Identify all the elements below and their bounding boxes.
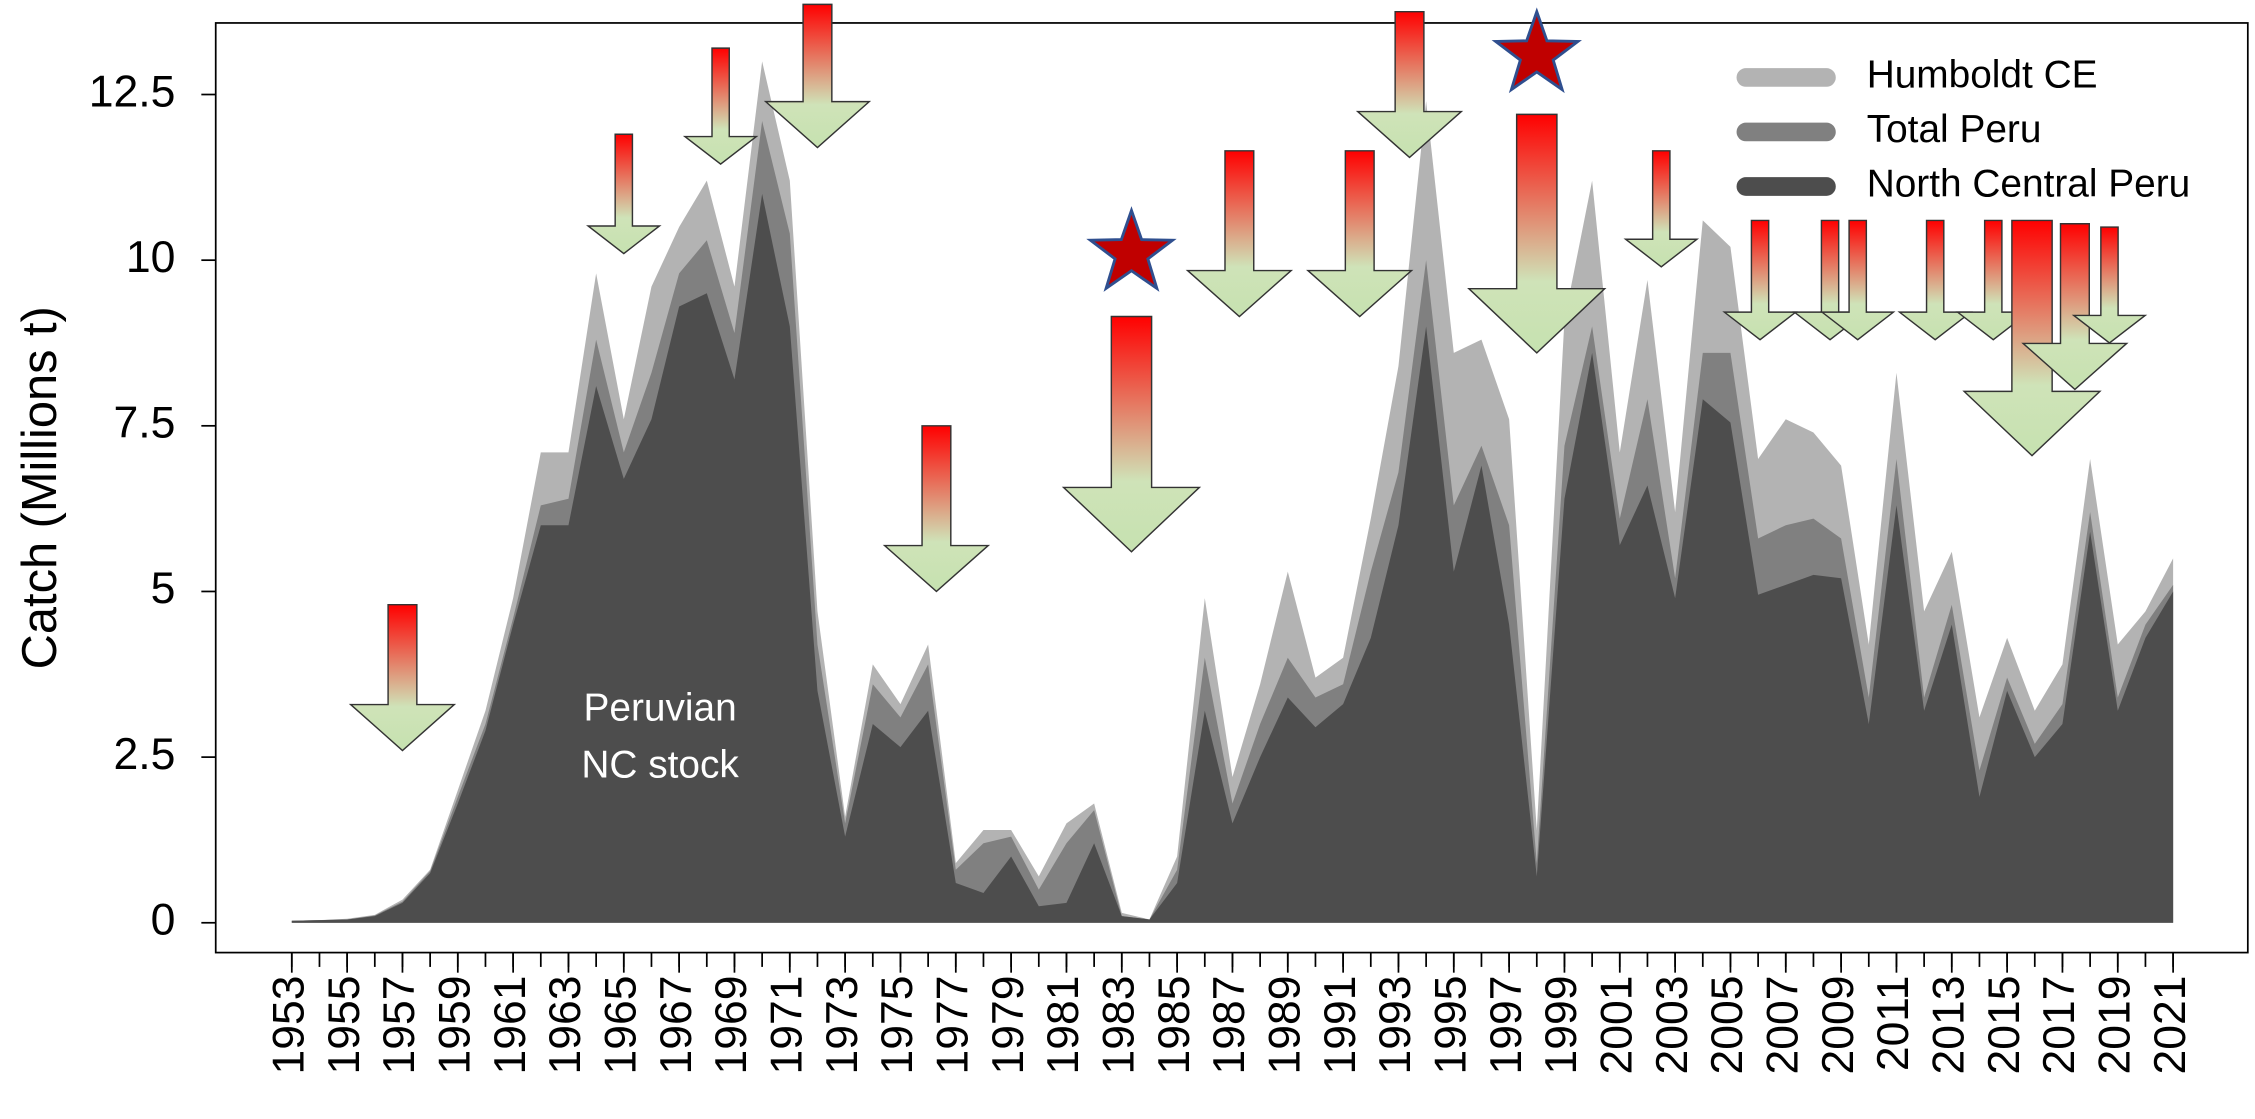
x-tick-label: 1955 (320, 976, 369, 1075)
x-tick-label: 1985 (1150, 976, 1199, 1075)
x-tick-label: 2003 (1648, 976, 1697, 1075)
x-tick-label: 1989 (1261, 976, 1310, 1075)
y-tick-label: 0 (151, 896, 176, 945)
x-tick-label: 1967 (652, 976, 701, 1075)
x-tick-label: 1987 (1205, 976, 1254, 1075)
x-tick-label: 2019 (2091, 976, 2140, 1075)
x-tick-label: 1977 (929, 976, 978, 1075)
y-tick-label: 7.5 (113, 399, 175, 448)
x-tick-label: 1963 (541, 976, 590, 1075)
el-nino-arrow (1819, 219, 1896, 341)
el-nino-arrow (882, 425, 991, 593)
x-tick-label: 1981 (1039, 976, 1088, 1075)
el-nino-arrow (1306, 150, 1414, 318)
el-nino-arrow (1623, 150, 1700, 268)
el-nino-arrow (2021, 223, 2129, 391)
el-nino-arrow (1355, 10, 1464, 159)
x-tick-label: 1973 (818, 976, 867, 1075)
x-tick-label: 1959 (431, 976, 480, 1075)
y-tick-label: 5 (151, 564, 176, 613)
x-tick-label: 1979 (984, 976, 1033, 1075)
el-nino-arrow (1955, 219, 2032, 341)
x-tick-label: 2005 (1703, 976, 1752, 1075)
el-nino-arrow (586, 133, 662, 255)
el-nino-arrow (1185, 150, 1294, 318)
x-tick-label: 1995 (1427, 976, 1476, 1075)
x-tick-label: 2001 (1593, 976, 1642, 1075)
el-nino-arrow (1467, 113, 1607, 354)
el-nino-arrow (763, 3, 872, 149)
el-nino-arrow (1962, 219, 2102, 457)
x-tick-label: 1991 (1316, 976, 1365, 1075)
legend-label: Humboldt CE (1867, 54, 2098, 97)
x-tick-label: 2009 (1814, 976, 1863, 1075)
x-tick-label: 2013 (1925, 976, 1974, 1075)
annotation: NC stock (581, 744, 739, 787)
el-nino-arrow (348, 604, 457, 752)
annotation: Peruvian (584, 686, 737, 729)
x-tick-label: 2021 (2146, 976, 2195, 1075)
legend-label: Total Peru (1867, 108, 2042, 151)
x-tick-label: 1957 (375, 976, 424, 1075)
x-tick-label: 1975 (873, 976, 922, 1075)
x-tick-label: 1971 (763, 976, 812, 1075)
legend-label: North Central Peru (1867, 163, 2191, 206)
x-tick-label: 1961 (486, 976, 535, 1075)
y-axis-title: Catch (Millions t) (13, 306, 67, 669)
el-nino-arrow (1897, 219, 1973, 341)
x-tick-label: 1953 (265, 976, 314, 1075)
x-tick-label: 1997 (1482, 976, 1531, 1075)
x-tick-label: 2011 (1869, 976, 1918, 1072)
el-nino-arrow (2071, 226, 2148, 344)
star (1491, 7, 1582, 94)
x-tick-label: 2015 (1980, 976, 2029, 1075)
x-tick-label: 1965 (597, 976, 646, 1075)
x-tick-label: 2007 (1759, 976, 1808, 1075)
area (291, 193, 2174, 923)
x-tick-label: 2017 (2035, 976, 2084, 1075)
x-tick-label: 1993 (1371, 976, 1420, 1075)
x-tick-label: 1999 (1537, 976, 1586, 1075)
x-tick-label: 1983 (1095, 976, 1144, 1075)
el-nino-arrow (682, 47, 759, 165)
star (1086, 206, 1177, 292)
y-tick-label: 10 (126, 233, 176, 282)
y-tick-label: 2.5 (113, 730, 175, 779)
x-tick-label: 1969 (707, 976, 756, 1075)
el-nino-arrow (1061, 315, 1202, 553)
y-tick-label: 12.5 (89, 67, 176, 116)
el-nino-arrow (1722, 219, 1798, 341)
